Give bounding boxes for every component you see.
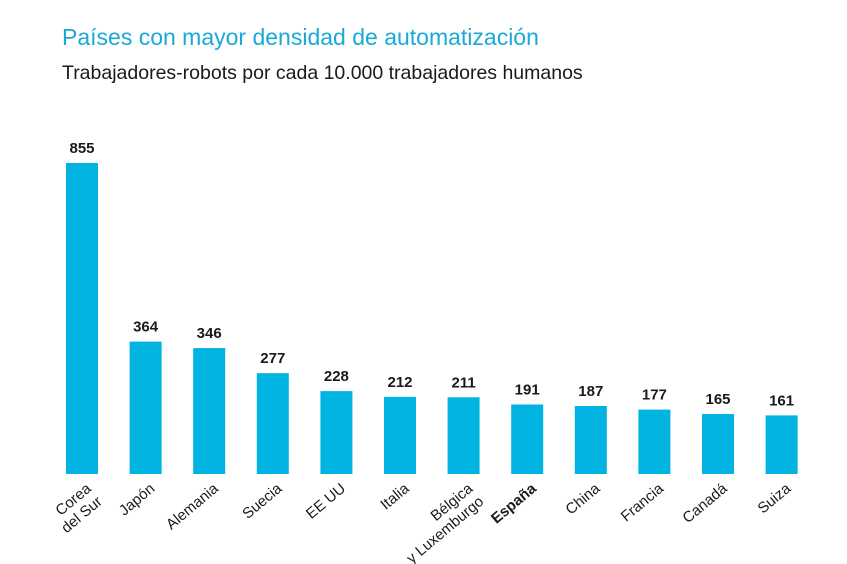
bar-1 <box>129 341 162 474</box>
category-label-1: Japón <box>116 480 158 519</box>
value-label-10: 165 <box>705 391 730 408</box>
bar-8 <box>574 406 607 474</box>
bar-10 <box>702 414 734 474</box>
chart-subtitle: Trabajadores-robots por cada 10.000 trab… <box>62 62 583 84</box>
category-label-2: Alemania <box>163 480 222 534</box>
value-label-2: 346 <box>197 325 222 342</box>
category-label-3: Suecia <box>239 480 286 523</box>
bar-0 <box>66 163 98 474</box>
value-label-11: 161 <box>769 392 794 409</box>
chart-title: Países con mayor densidad de automatizac… <box>62 24 539 50</box>
category-label-11: Suiza <box>754 480 794 518</box>
value-label-8: 187 <box>578 383 603 400</box>
bar-5 <box>384 396 416 474</box>
bar-2 <box>193 348 226 474</box>
category-label-4: EE UU <box>303 480 349 522</box>
value-label-1: 364 <box>133 319 159 336</box>
value-label-5: 212 <box>387 374 412 391</box>
value-label-7: 191 <box>515 382 540 399</box>
value-label-4: 228 <box>324 368 349 385</box>
category-label-10: Canadá <box>679 480 731 527</box>
bar-11 <box>765 415 798 474</box>
category-label-9: Francia <box>618 480 668 526</box>
bar-6 <box>447 397 480 474</box>
bar-7 <box>511 404 544 474</box>
value-label-9: 177 <box>642 387 667 404</box>
bar-3 <box>256 373 289 474</box>
value-label-6: 211 <box>451 374 475 391</box>
bar-9 <box>638 409 671 474</box>
category-label-8: China <box>562 480 603 519</box>
category-label-5: Italia <box>377 480 413 514</box>
category-label-7: España <box>488 480 540 528</box>
bar-4 <box>320 391 353 474</box>
category-label-0: Coreadel Sur <box>47 480 106 537</box>
value-label-3: 277 <box>260 350 285 367</box>
value-label-0: 855 <box>69 140 94 157</box>
